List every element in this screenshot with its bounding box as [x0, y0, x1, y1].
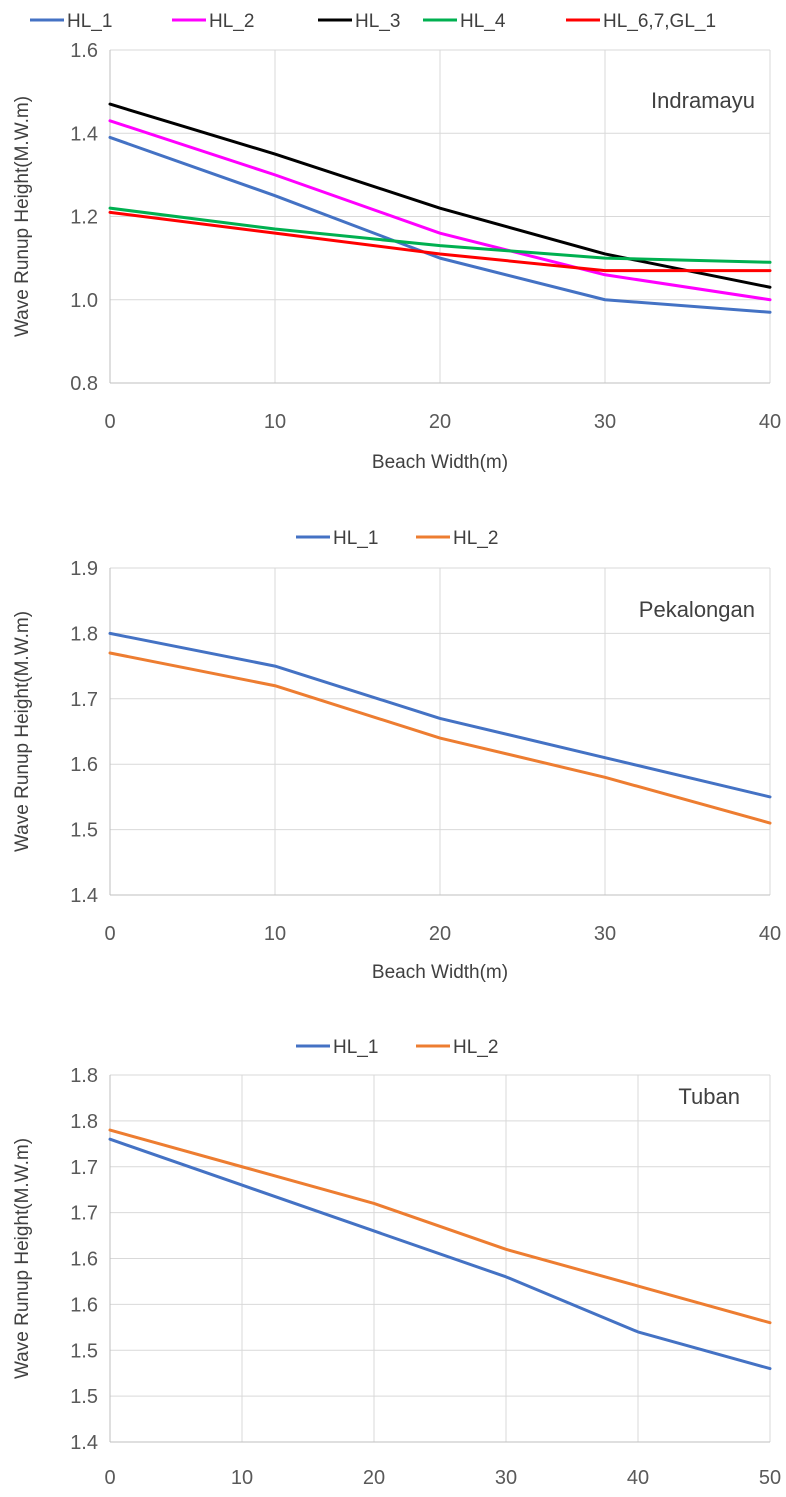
y-tick-label: 1.4 [70, 1432, 98, 1454]
x-axis-title: Beach Width(m) [372, 962, 508, 983]
legend-label-hl-4: HL_4 [460, 11, 506, 32]
y-axis-title: Wave Runup Height(M.W.m) [12, 96, 33, 337]
x-tick-label: 20 [363, 1467, 385, 1489]
x-tick-label: 20 [429, 411, 451, 433]
series-line-hl-2 [108, 119, 772, 302]
series-line-hl-4 [108, 206, 772, 264]
chart-indramayu: 0.8 1.0 1.2 1.4 1.6 0 10 20 30 40 Beach Width(m) Wa… [0, 0, 786, 480]
chart-pekalongan-svg: 1.4 1.5 1.6 1.7 1.8 1.9 0 10 20 30 40 Beach Width(m… [12, 528, 781, 983]
x-tick-label: 50 [759, 1467, 781, 1489]
y-tick-label: 1.8 [70, 1065, 98, 1087]
x-tick-label: 20 [429, 923, 451, 945]
y-tick-label: 1.8 [70, 623, 98, 645]
series-line-hl-6-7-gl-1 [108, 210, 772, 273]
y-tick-label: 1.4 [70, 123, 98, 145]
legend-label-hl-6-7-gl-1: HL_6,7,GL_1 [603, 11, 716, 32]
y-tick-label: 1.5 [70, 1340, 98, 1362]
chart-tuban-svg: 1.41.51.51.61.61.71.71.81.801020304050Be… [12, 1037, 781, 1489]
x-tick-label: 40 [759, 411, 781, 433]
x-tick-label: 0 [104, 923, 115, 945]
y-tick-label: 1.8 [70, 1111, 98, 1133]
x-tick-label: 10 [264, 411, 286, 433]
legend-label-hl-1: HL_1 [67, 11, 112, 32]
series-line-hl-3 [108, 102, 772, 289]
y-tick-label: 1.0 [70, 290, 98, 312]
x-tick-label: 30 [495, 1467, 517, 1489]
series-line-hl-1 [108, 1137, 772, 1371]
legend-label-hl-3: HL_3 [355, 11, 400, 32]
y-tick-label: 1.9 [70, 558, 98, 580]
legend-label-hl-2: HL_2 [453, 528, 498, 549]
y-tick-label: 1.6 [70, 754, 98, 776]
place-annotation: Pekalongan [639, 597, 755, 622]
x-tick-label: 40 [627, 1467, 649, 1489]
y-tick-label: 1.6 [70, 1294, 98, 1316]
place-annotation: Tuban [678, 1084, 740, 1109]
x-tick-label: 40 [759, 923, 781, 945]
series-line-hl-2 [108, 1128, 772, 1325]
x-tick-label: 0 [104, 1467, 115, 1489]
y-axis-title: Wave Runup Height(M.W.m) [12, 1138, 33, 1379]
place-annotation: Indramayu [651, 88, 755, 113]
y-tick-label: 1.5 [70, 820, 98, 842]
series-line-hl-1 [108, 135, 772, 314]
legend-label-hl-1: HL_1 [333, 1037, 378, 1058]
y-axis-title: Wave Runup Height(M.W.m) [12, 611, 33, 852]
series-line-hl-1 [108, 631, 772, 799]
y-tick-label: 1.2 [70, 207, 98, 229]
x-tick-label: 30 [594, 411, 616, 433]
x-tick-label: 30 [594, 923, 616, 945]
y-tick-label: 1.6 [70, 1249, 98, 1271]
series-line-hl-2 [108, 651, 772, 825]
y-tick-label: 1.7 [70, 1157, 98, 1179]
chart-pekalongan: 1.4 1.5 1.6 1.7 1.8 1.9 0 10 20 30 40 Beach Width(m… [0, 515, 786, 985]
y-tick-label: 1.6 [70, 40, 98, 62]
chart-tuban: 1.41.51.51.61.61.71.71.81.801020304050Be… [0, 1020, 786, 1497]
y-tick-label: 0.8 [70, 373, 98, 395]
y-tick-label: 1.7 [70, 689, 98, 711]
x-axis-title: Beach Width(m) [372, 452, 508, 473]
x-tick-label: 10 [264, 923, 286, 945]
y-tick-label: 1.5 [70, 1386, 98, 1408]
y-tick-label: 1.4 [70, 885, 98, 907]
legend-label-hl-1: HL_1 [333, 528, 378, 549]
x-tick-label: 10 [231, 1467, 253, 1489]
chart-indramayu-svg: 0.8 1.0 1.2 1.4 1.6 0 10 20 30 40 Beach Width(m) Wa… [12, 11, 781, 473]
y-tick-label: 1.7 [70, 1203, 98, 1225]
legend-label-hl-2: HL_2 [453, 1037, 498, 1058]
x-tick-label: 0 [104, 411, 115, 433]
legend-label-hl-2: HL_2 [209, 11, 254, 32]
